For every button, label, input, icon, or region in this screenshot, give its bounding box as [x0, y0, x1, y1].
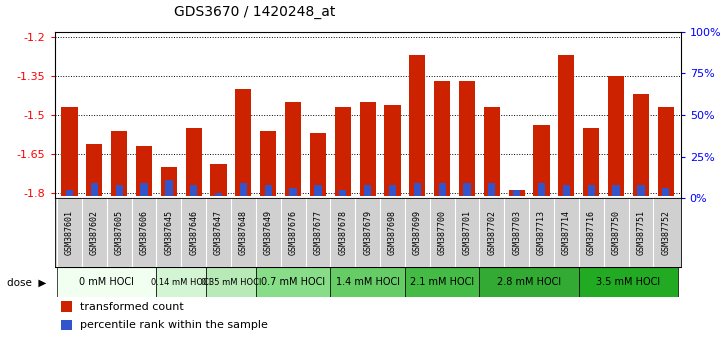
Bar	[587, 185, 595, 196]
Text: GSM387678: GSM387678	[339, 210, 347, 255]
Bar	[405, 267, 480, 297]
Text: GSM387716: GSM387716	[587, 210, 596, 255]
Bar	[91, 183, 98, 196]
Bar	[265, 185, 272, 196]
Text: GDS3670 / 1420248_at: GDS3670 / 1420248_at	[174, 5, 336, 19]
Text: dose  ▶: dose ▶	[7, 277, 47, 287]
Bar	[165, 180, 173, 196]
Bar	[464, 183, 470, 196]
Bar	[206, 267, 256, 297]
Bar	[190, 185, 197, 196]
Text: GSM387702: GSM387702	[487, 210, 496, 255]
Text: 2.1 mM HOCl: 2.1 mM HOCl	[410, 277, 474, 287]
Bar	[240, 183, 247, 196]
Bar	[608, 76, 624, 196]
Text: GSM387602: GSM387602	[90, 210, 99, 255]
Bar	[61, 107, 78, 196]
Text: GSM387649: GSM387649	[264, 210, 273, 255]
Text: GSM387677: GSM387677	[314, 210, 323, 255]
Bar	[215, 193, 222, 196]
Bar	[480, 267, 579, 297]
Text: GSM387703: GSM387703	[513, 210, 521, 255]
Bar	[538, 183, 545, 196]
Bar	[285, 102, 301, 196]
Bar	[563, 185, 570, 196]
Bar	[310, 133, 326, 196]
Bar	[290, 188, 297, 196]
Bar	[438, 183, 446, 196]
Text: 0.35 mM HOCl: 0.35 mM HOCl	[201, 278, 261, 287]
Bar	[389, 185, 396, 196]
Text: GSM387751: GSM387751	[636, 210, 646, 255]
Text: GSM387699: GSM387699	[413, 210, 422, 255]
Text: GSM387698: GSM387698	[388, 210, 397, 255]
Text: GSM387752: GSM387752	[661, 210, 670, 255]
Bar	[583, 128, 599, 196]
Bar	[409, 55, 425, 196]
Bar	[331, 267, 405, 297]
Text: GSM387701: GSM387701	[462, 210, 472, 255]
Bar	[186, 128, 202, 196]
Bar	[364, 185, 371, 196]
Text: 2.8 mM HOCl: 2.8 mM HOCl	[497, 277, 561, 287]
Text: GSM387679: GSM387679	[363, 210, 372, 255]
Text: GSM387646: GSM387646	[189, 210, 198, 255]
Text: 0 mM HOCl: 0 mM HOCl	[79, 277, 134, 287]
Bar	[339, 190, 347, 196]
Bar	[61, 320, 72, 331]
Bar	[434, 81, 450, 196]
Bar	[488, 183, 496, 196]
Text: 3.5 mM HOCl: 3.5 mM HOCl	[596, 277, 660, 287]
Bar	[116, 185, 123, 196]
Bar	[256, 267, 331, 297]
Text: transformed count: transformed count	[79, 302, 183, 312]
Bar	[87, 144, 103, 196]
Bar	[66, 190, 73, 196]
Text: GSM387647: GSM387647	[214, 210, 223, 255]
Text: 1.4 mM HOCl: 1.4 mM HOCl	[336, 277, 400, 287]
Bar	[414, 183, 421, 196]
Text: GSM387676: GSM387676	[288, 210, 298, 255]
Bar	[612, 185, 620, 196]
Bar	[633, 94, 649, 196]
Text: 0.7 mM HOCl: 0.7 mM HOCl	[261, 277, 325, 287]
Text: GSM387606: GSM387606	[140, 210, 149, 255]
Bar	[459, 81, 475, 196]
Bar	[314, 185, 322, 196]
Bar	[558, 55, 574, 196]
Text: GSM387601: GSM387601	[65, 210, 74, 255]
Text: GSM387648: GSM387648	[239, 210, 248, 255]
Bar	[61, 301, 72, 312]
Bar	[57, 267, 157, 297]
Bar	[513, 190, 521, 196]
Bar	[384, 105, 400, 196]
Text: GSM387714: GSM387714	[562, 210, 571, 255]
Bar	[157, 267, 206, 297]
Bar	[235, 89, 251, 196]
Text: GSM387700: GSM387700	[438, 210, 447, 255]
Bar	[662, 188, 670, 196]
Bar	[637, 185, 644, 196]
Text: GSM387645: GSM387645	[165, 210, 173, 255]
Text: GSM387605: GSM387605	[115, 210, 124, 255]
Text: 0.14 mM HOCl: 0.14 mM HOCl	[151, 278, 211, 287]
Bar	[141, 183, 148, 196]
Bar	[484, 107, 500, 196]
Bar	[136, 146, 152, 196]
Text: GSM387750: GSM387750	[612, 210, 620, 255]
Bar	[161, 167, 177, 196]
Text: GSM387713: GSM387713	[537, 210, 546, 255]
Bar	[509, 190, 525, 196]
Bar	[335, 107, 351, 196]
Bar	[260, 131, 277, 196]
Bar	[657, 107, 674, 196]
Bar	[210, 165, 226, 196]
Text: percentile rank within the sample: percentile rank within the sample	[79, 320, 267, 330]
Bar	[534, 125, 550, 196]
Bar	[579, 267, 678, 297]
Bar	[111, 131, 127, 196]
Bar	[360, 102, 376, 196]
